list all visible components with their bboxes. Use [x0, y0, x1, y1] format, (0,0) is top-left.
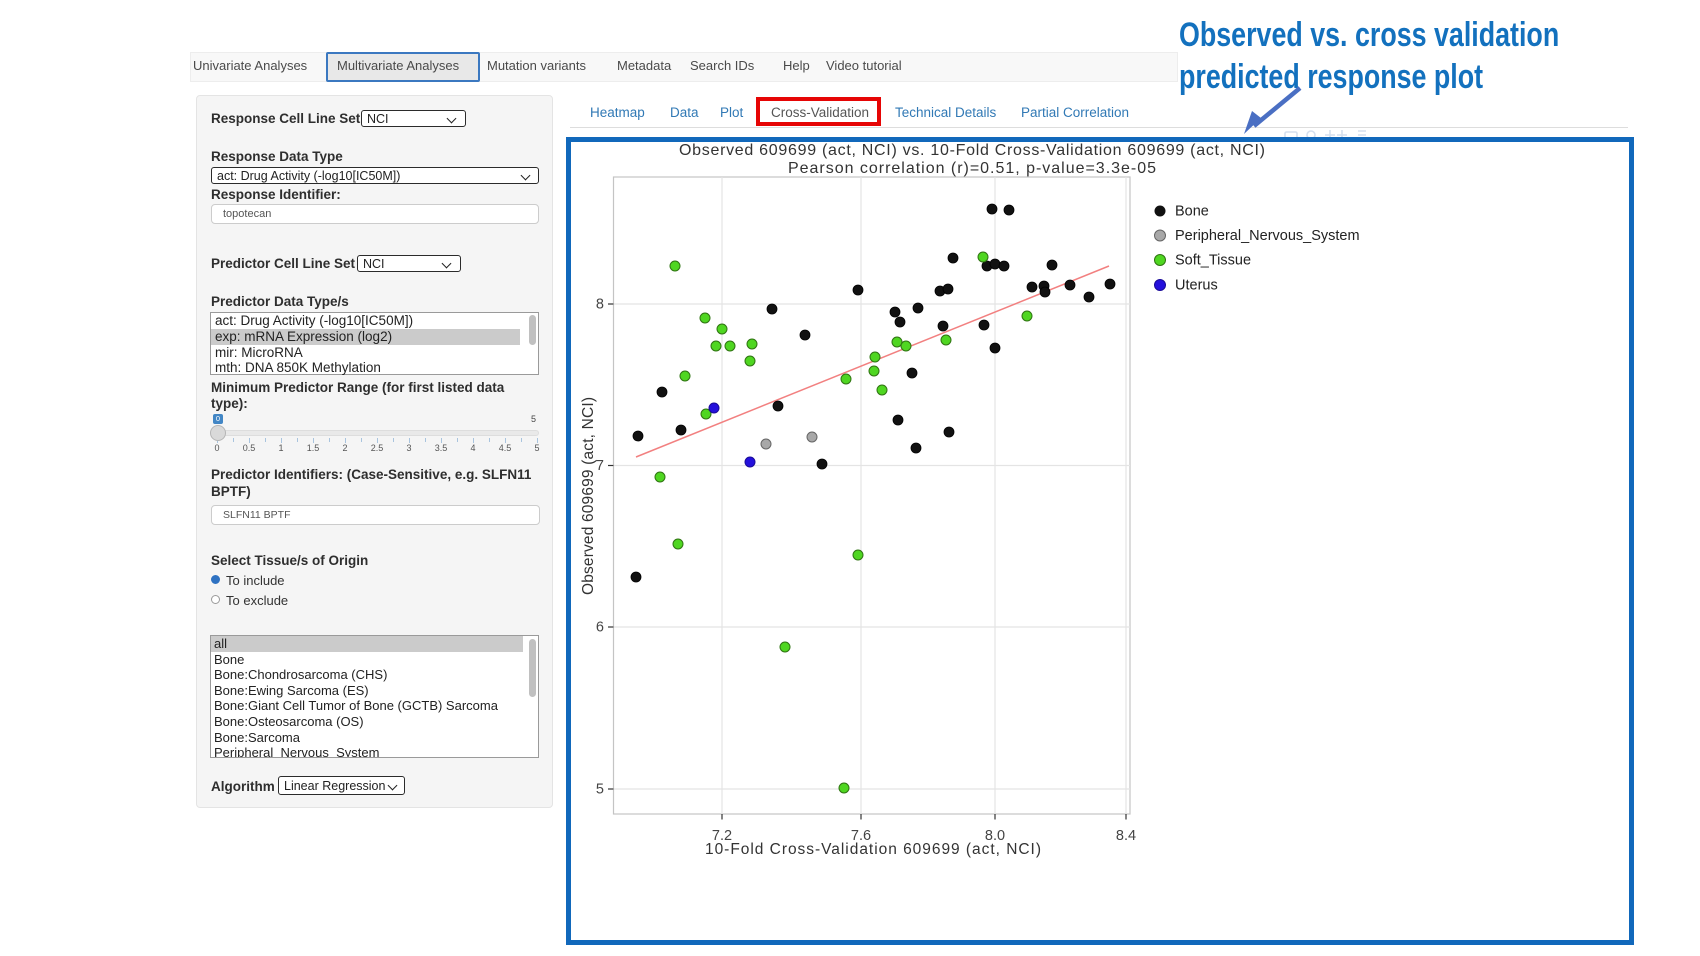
svg-text:7: 7	[596, 458, 604, 474]
svg-text:Peripheral_Nervous_System: Peripheral_Nervous_System	[1175, 228, 1360, 244]
svg-text:Uterus: Uterus	[1175, 278, 1218, 294]
svg-text:6: 6	[596, 620, 604, 636]
svg-text:8: 8	[596, 297, 604, 313]
svg-text:Pearson correlation (r)=0.51,: Pearson correlation (r)=0.51, p-value=3.…	[788, 160, 1156, 177]
svg-text:8.0: 8.0	[985, 828, 1005, 844]
svg-text:Bone: Bone	[1175, 204, 1209, 220]
svg-text:5: 5	[596, 782, 604, 798]
svg-text:7.6: 7.6	[851, 828, 871, 844]
svg-text:Observed 609699 (act, NCI): Observed 609699 (act, NCI)	[580, 397, 597, 595]
svg-text:10-Fold Cross-Validation 60969: 10-Fold Cross-Validation 609699 (act, NC…	[705, 841, 1041, 858]
svg-text:Observed 609699 (act, NCI) vs.: Observed 609699 (act, NCI) vs. 10-Fold C…	[679, 142, 1265, 159]
svg-text:Soft_Tissue: Soft_Tissue	[1175, 253, 1251, 269]
svg-text:7.2: 7.2	[712, 828, 732, 844]
svg-text:8.4: 8.4	[1116, 828, 1136, 844]
